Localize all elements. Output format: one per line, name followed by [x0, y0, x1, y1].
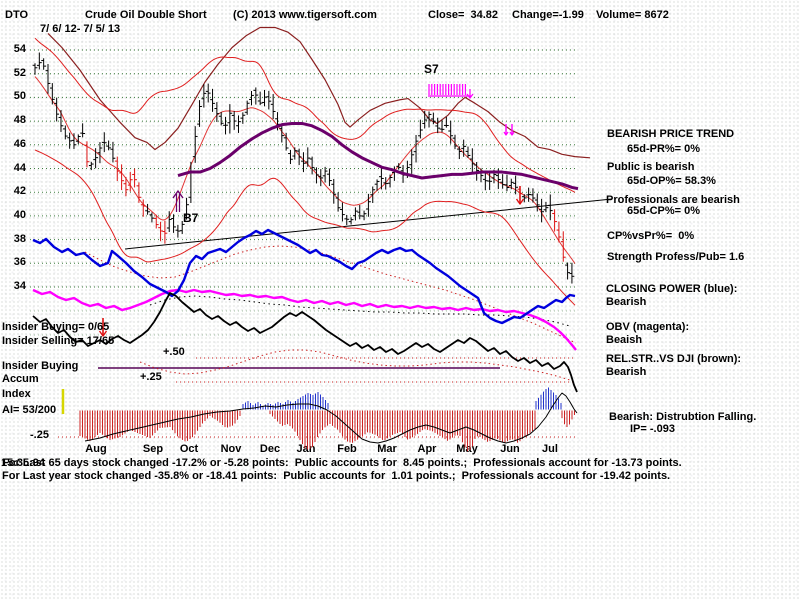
month-label: Jan [297, 443, 316, 455]
month-label: Sep [143, 443, 163, 455]
buy-signal-b7-label: B7 [183, 211, 199, 225]
right-panel-text: Beaish [606, 334, 643, 346]
summary-line-year: For Last year stock changed -35.8% or -1… [2, 470, 671, 482]
y-axis-label: 38 [13, 233, 26, 245]
right-panel-text: Strength Profess/Pub= 1.6 [607, 251, 745, 263]
month-label: Jun [500, 443, 520, 455]
date-range: 7/ 6/ 12- 7/ 5/ 13 [40, 23, 121, 35]
right-panel-text: 65d-PR%= 0% [627, 143, 701, 155]
right-panel-text: CLOSING POWER (blue): [606, 283, 738, 295]
month-label: Nov [221, 443, 243, 455]
right-panel-text: Professionals are bearish [606, 194, 740, 206]
left-indicator-label: Insider Selling= 17/65 [2, 335, 115, 347]
y-axis-label: 48 [13, 114, 26, 126]
month-label: Apr [418, 443, 438, 455]
y-axis-label: 46 [13, 138, 26, 150]
sell-signal-s7-label: S7 [424, 62, 439, 76]
right-panel-text: IP= -.093 [630, 423, 675, 435]
y-axis-label: 40 [13, 209, 26, 221]
y-axis-label: 54 [13, 43, 26, 55]
left-indicator-label: AI= 53/200 [2, 404, 57, 416]
right-panel-text: Bearish [606, 366, 647, 378]
right-panel-text: 65d-CP%= 0% [627, 205, 701, 217]
month-label: Aug [85, 443, 106, 455]
right-panel-text: 65d-OP%= 58.3% [627, 175, 716, 187]
y-axis-label: 36 [13, 256, 26, 268]
month-label: Mar [377, 443, 397, 455]
right-panel-text: CP%vsPr%= 0% [607, 230, 695, 242]
month-label: Oct [180, 443, 199, 455]
copyright-text: (C) 2013 www.tigersoft.com [233, 9, 377, 21]
right-panel-text: Public is bearish [607, 161, 695, 173]
y-axis-label: 42 [13, 185, 26, 197]
summary-line-65d: For Last 65 days stock changed -17.2% or… [2, 457, 682, 469]
left-indicator-label: +.25 [140, 371, 162, 383]
volume-value: Volume= 8672 [596, 9, 669, 21]
timestamp-overlay: 15:35:94 [1, 457, 46, 469]
month-label: Feb [337, 443, 357, 455]
y-axis-label: 34 [13, 280, 26, 292]
left-indicator-label: +.50 [163, 346, 185, 358]
y-axis-label: 50 [13, 90, 26, 102]
left-indicator-label: Accum [2, 373, 39, 385]
month-label: Dec [260, 443, 280, 455]
left-indicator-label: -.25 [30, 429, 49, 441]
right-panel-text: Bearish: Distrubtion Falling. [609, 411, 757, 423]
right-panel-text: Bearish [606, 296, 647, 308]
ticker-symbol: DTO [5, 9, 29, 21]
left-indicator-label: Insider Buying= 0/65 [2, 321, 110, 333]
left-indicator-label: Index [2, 388, 31, 400]
right-panel-text: OBV (magenta): [606, 321, 690, 333]
right-panel-text: BEARISH PRICE TREND [607, 128, 735, 140]
left-indicator-label: Insider Buying [2, 360, 79, 372]
chart-title: Crude Oil Double Short [85, 9, 207, 21]
month-label: Jul [542, 443, 558, 455]
change-value: Change=-1.99 [512, 9, 584, 21]
right-panel-text: REL.STR..VS DJI (brown): [606, 353, 742, 365]
y-axis-label: 44 [13, 162, 26, 174]
y-axis-label: 52 [13, 67, 26, 79]
close-value: Close= 34.82 [428, 9, 499, 21]
